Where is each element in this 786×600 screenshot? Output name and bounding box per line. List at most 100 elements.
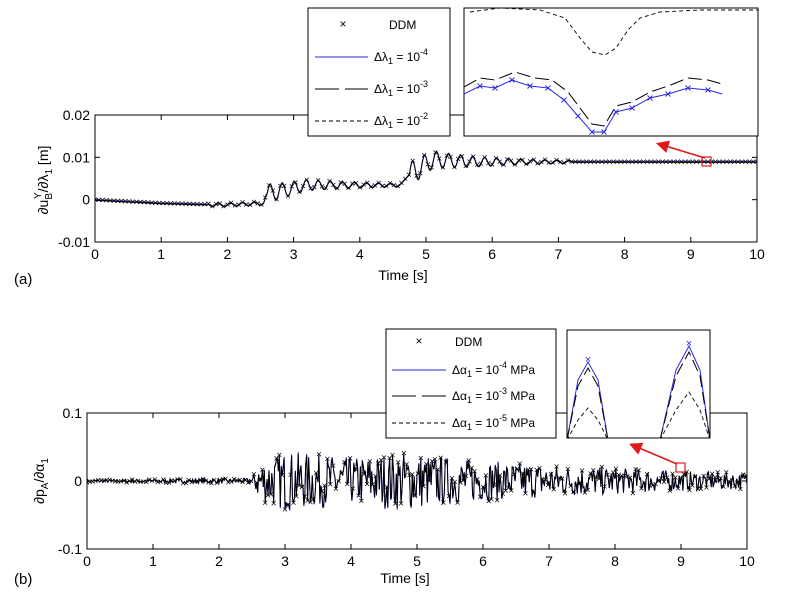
ddm-marker-a-1 [96,197,102,203]
ddm-marker-b-127 [443,460,449,465]
ddm-marker-b-229 [732,483,737,489]
ddm-marker-a-103 [482,154,487,160]
xtick-label-b-6: 6 [479,553,487,569]
ddm-marker-a-97 [459,153,465,159]
ddm-marker-a-51 [285,193,291,199]
ddm-marker-a-56 [304,177,310,182]
ddm-marker-b-120 [424,461,429,467]
inset-b-frame [566,329,711,439]
ddm-marker-b-98 [361,471,367,477]
ddm-marker-b-88 [333,486,339,491]
xtick-label-a-7: 7 [555,246,563,262]
ddm-marker-b-23 [149,478,155,484]
ddm-marker-b-96 [356,493,361,498]
ddm-marker-a-175 [754,159,757,164]
ddm-marker-a-20 [168,201,173,206]
xlabel-a: Time [s] [378,267,427,283]
legend-a-ddm-label: DDM [389,18,416,32]
ddm-marker-a-173 [747,159,752,164]
legend-a-label-2: Δλ1 = 10-3 [374,79,428,98]
ddm-marker-b-109 [393,501,398,506]
zoom-arrow-a [655,140,706,159]
ddm-marker-b-185 [608,477,613,483]
legend-b-label-3-unit: MPa [507,416,535,430]
ddm-marker-b-173 [574,482,579,488]
ddm-marker-b-58 [248,478,254,484]
ddm-marker-b-115 [410,472,415,477]
ddm-marker-b-122 [429,459,435,464]
legend-b-label-2-exp: -3 [499,386,507,396]
ddm-marker-b-54 [237,477,242,483]
ddm-marker-b-82 [316,451,322,457]
ddm-marker-b-170 [565,466,571,472]
ddm-marker-b-70 [282,507,288,512]
ddm-marker-a-11 [134,199,139,205]
ddm-marker-a-151 [663,159,669,164]
ddm-marker-b-64 [265,493,271,498]
ddm-marker-b-81 [313,470,319,476]
ddm-marker-a-129 [580,159,586,164]
ddm-marker-a-86 [418,171,423,176]
ddm-marker-a-41 [247,202,253,207]
inset-a-ddm-marker-8 [601,129,607,135]
ddm-marker-b-183 [602,484,607,489]
ddm-marker-b-228 [729,478,735,483]
inset-b-longdash-curve [567,350,710,438]
ddm-marker-b-143 [489,496,494,502]
ddm-marker-a-25 [187,201,192,207]
ddm-marker-a-80 [395,183,400,189]
ddm-marker-b-84 [322,483,327,488]
ddm-marker-b-3 [93,478,98,484]
legend-a-label-2-sub: 1 [388,88,393,98]
ddm-marker-b-231 [738,486,743,492]
ddm-marker-b-205 [664,475,670,481]
ddm-marker-a-58 [312,184,317,190]
ddm-marker-b-141 [483,473,489,478]
ddm-marker-a-45 [262,195,268,200]
ddm-marker-b-86 [328,482,333,487]
ddm-marker-a-112 [516,158,521,163]
ddm-marker-a-96 [455,156,461,162]
series-black-b [87,453,747,510]
ddm-marker-b-113 [404,461,409,467]
ddm-marker-b-123 [432,457,438,462]
ddm-marker-a-6 [115,198,120,204]
ylabel-b: ∂pA/∂α1 [31,458,51,504]
ddm-marker-a-147 [648,159,654,164]
inset-a-ddm-marker-14 [705,87,711,93]
ddm-marker-b-65 [268,492,274,497]
ddm-marker-b-142 [486,498,491,504]
legend-b: × DDM Δα1 = 10-4 MPa Δα1 = 10-3 MPa Δα1 … [385,328,557,439]
ddm-marker-b-61 [257,477,262,483]
ylabel-b-rest: /∂α [31,464,47,483]
ddm-marker-b-77 [302,494,308,499]
ddm-marker-b-112 [401,450,407,456]
ddm-marker-a-119 [542,157,548,162]
ddm-marker-b-215 [692,474,698,480]
ddm-marker-a-148 [652,159,658,164]
ddm-marker-a-69 [353,180,359,186]
ddm-marker-a-62 [327,178,332,184]
ddm-marker-b-153 [517,461,523,466]
ddm-marker-b-177 [585,487,590,493]
ddm-marker-a-53 [293,180,298,185]
ddm-marker-a-70 [357,185,363,190]
ddm-marker-a-84 [410,158,416,163]
ddm-marker-a-90 [433,150,438,155]
ddm-marker-a-165 [716,159,722,164]
ddm-marker-a-36 [228,200,234,206]
ddm-marker-a-137 [611,159,616,164]
legend-b-label-1-base: Δα [452,363,467,377]
ddm-marker-a-122 [554,157,559,163]
ddm-marker-a-87 [421,152,427,158]
xtick-label-b-1: 1 [149,553,157,569]
ddm-marker-a-121 [550,160,555,165]
ddm-marker-b-196 [639,486,644,491]
ddm-marker-a-14 [145,200,151,205]
ddm-marker-b-186 [610,470,616,475]
ddm-marker-a-68 [349,181,355,186]
ddm-marker-b-39 [195,478,200,484]
ddm-marker-b-136 [469,465,474,471]
ddm-marker-b-197 [641,480,647,485]
ddm-marker-a-117 [535,161,540,166]
